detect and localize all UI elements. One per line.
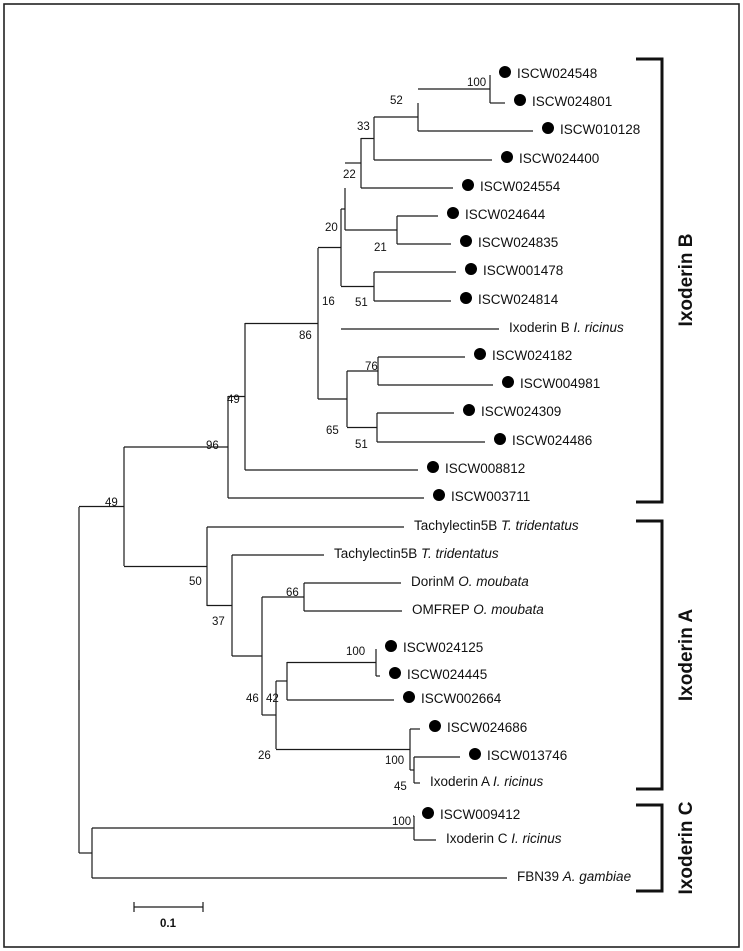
leaf-label-t21: ISCW024125 <box>403 640 483 655</box>
sequence-dot-t07 <box>460 235 472 247</box>
sequence-dot-t01 <box>499 66 511 78</box>
sequence-dot-t06 <box>447 207 459 219</box>
bootstrap-b-100b: 100 <box>346 646 365 658</box>
sequence-markers <box>385 66 554 819</box>
bracket-clade-a <box>636 519 664 791</box>
bracket-clade-c <box>636 803 664 893</box>
tree-branches <box>78 75 533 879</box>
sequence-dot-t11 <box>474 348 486 360</box>
clade-label-clade-c: Ixoderin C <box>676 801 697 894</box>
leaf-label-t23: ISCW002664 <box>421 691 502 706</box>
sequence-dot-t05 <box>462 179 474 191</box>
bootstrap-b-66: 66 <box>286 587 299 599</box>
bootstrap-b-100a: 100 <box>467 77 486 89</box>
clade-brackets: Ixoderin B Ixoderin A Ixoderin C <box>636 57 697 894</box>
clade-label-clade-b: Ixoderin B <box>676 234 697 327</box>
bootstrap-b-21: 21 <box>374 242 387 254</box>
bootstrap-b-76: 76 <box>365 361 378 373</box>
sequence-dot-t08 <box>465 263 477 275</box>
sequence-dot-t02 <box>514 94 526 106</box>
sequence-dot-t25 <box>469 748 481 760</box>
bootstrap-b-45: 45 <box>394 781 407 793</box>
leaf-label-t05: ISCW024554 <box>480 179 561 194</box>
sequence-dot-t16 <box>433 489 445 501</box>
sequence-dot-t04 <box>501 151 513 163</box>
leaf-label-t26: Ixoderin A I. ricinus <box>430 774 544 789</box>
leaf-label-t16: ISCW003711 <box>451 489 530 504</box>
clade-label-clade-a: Ixoderin A <box>676 609 697 701</box>
leaf-label-t13: ISCW024309 <box>481 404 561 419</box>
bootstrap-b-46: 46 <box>246 693 259 705</box>
leaf-label-t11: ISCW024182 <box>492 348 572 363</box>
leaf-label-t09: ISCW024814 <box>478 292 559 307</box>
sequence-dot-t24 <box>429 720 441 732</box>
scale-bar: 0.1 <box>133 902 204 930</box>
sequence-dot-t12 <box>502 376 514 388</box>
leaf-label-t03: ISCW010128 <box>560 122 640 137</box>
leaf-label-t20: OMFREP O. moubata <box>412 602 544 617</box>
leaf-label-t10: Ixoderin B I. ricinus <box>509 320 624 335</box>
leaf-label-t14: ISCW024486 <box>512 433 592 448</box>
bootstrap-b-50: 50 <box>189 576 202 588</box>
leaf-label-t12: ISCW004981 <box>520 376 600 391</box>
bootstrap-b-16: 16 <box>322 296 335 308</box>
sequence-dot-t22 <box>389 667 401 679</box>
sequence-dot-t21 <box>385 640 397 652</box>
bootstrap-b-65: 65 <box>326 425 339 437</box>
bootstrap-b-51b: 51 <box>355 439 368 451</box>
bootstrap-b-37: 37 <box>212 616 225 628</box>
bootstrap-b-86: 86 <box>299 330 312 342</box>
bootstrap-b-42: 42 <box>266 693 279 705</box>
leaf-labels: ISCW024548 ISCW024801 ISCW010128 ISCW024400… <box>334 66 640 884</box>
leaf-label-t19: DorinM O. moubata <box>411 574 529 589</box>
leaf-label-t06: ISCW024644 <box>465 207 546 222</box>
bootstrap-b-26: 26 <box>258 750 271 762</box>
bootstrap-b-22: 22 <box>343 169 356 181</box>
leaf-label-t28: Ixoderin C I. ricinus <box>446 831 562 846</box>
bracket-clade-b <box>636 57 664 504</box>
bootstrap-b-20: 20 <box>325 222 338 234</box>
leaf-label-t24: ISCW024686 <box>447 720 527 735</box>
figure-frame <box>3 3 740 948</box>
sequence-dot-t09 <box>460 292 472 304</box>
leaf-label-t29: FBN39 A. gambiae <box>517 869 631 884</box>
leaf-label-t08: ISCW001478 <box>483 263 563 278</box>
leaf-label-t04: ISCW024400 <box>519 151 599 166</box>
leaf-label-t07: ISCW024835 <box>478 235 558 250</box>
leaf-label-t17: Tachylectin5B T. tridentatus <box>414 518 579 533</box>
leaf-label-t15: ISCW008812 <box>445 461 525 476</box>
bootstrap-b-100d: 100 <box>392 816 411 828</box>
leaf-label-t02: ISCW024801 <box>532 94 612 109</box>
bootstrap-b-49b: 49 <box>105 497 118 509</box>
leaf-label-t27: ISCW009412 <box>440 807 520 822</box>
leaf-label-t18: Tachylectin5B T. tridentatus <box>334 546 499 561</box>
scale-bar-label: 0.1 <box>160 918 177 930</box>
bootstrap-b-33: 33 <box>357 121 370 133</box>
bootstrap-b-96: 96 <box>206 440 219 452</box>
sequence-dot-t27 <box>422 807 434 819</box>
bootstrap-b-52: 52 <box>390 95 403 107</box>
leaf-label-t22: ISCW024445 <box>407 667 487 682</box>
bootstrap-b-49a: 49 <box>227 394 240 406</box>
bootstrap-values: 100 52 33 22 21 20 16 51 86 76 65 51 49 96 49 50 37 66 100… <box>105 77 486 828</box>
sequence-dot-t13 <box>463 404 475 416</box>
sequence-dot-t23 <box>403 691 415 703</box>
bootstrap-b-100c: 100 <box>385 755 404 767</box>
leaf-label-t01: ISCW024548 <box>517 66 597 81</box>
sequence-dot-t14 <box>494 433 506 445</box>
sequence-dot-t15 <box>427 461 439 473</box>
sequence-dot-t03 <box>542 122 554 134</box>
bootstrap-b-51a: 51 <box>355 297 368 309</box>
leaf-label-t25: ISCW013746 <box>487 748 567 763</box>
